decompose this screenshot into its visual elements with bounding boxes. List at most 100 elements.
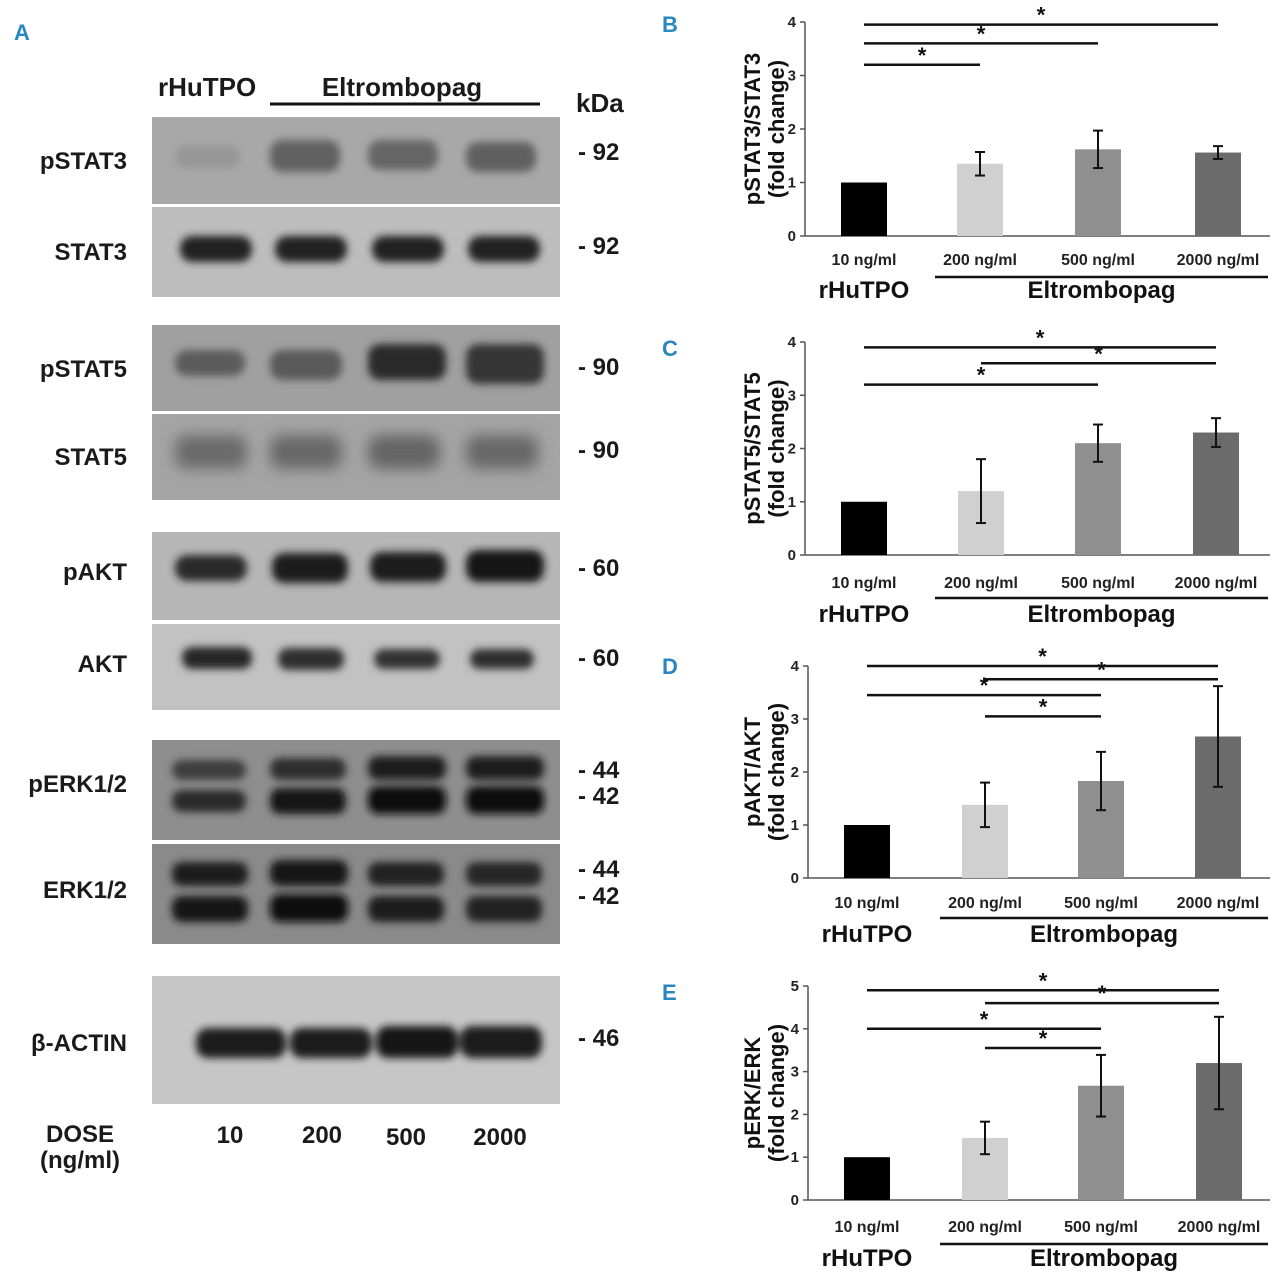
significance-star: *: [980, 1007, 989, 1032]
significance-star: *: [1039, 694, 1048, 719]
category-label: 2000 ng/ml: [1178, 1219, 1261, 1236]
group-label-eltrombopag: Eltrombopag: [1028, 601, 1176, 628]
y-tick-label: 0: [788, 228, 796, 245]
category-label: 10 ng/ml: [832, 252, 897, 269]
blot-strip-beta-actin: [152, 976, 560, 1104]
blot-kda-pstat3: - 92: [578, 139, 619, 166]
y-tick-label: 3: [791, 1064, 799, 1081]
panel-letter-c: C: [662, 336, 678, 361]
bar: [1193, 432, 1239, 555]
blot-row-label-akt: AKT: [78, 651, 128, 678]
y-tick-label: 5: [791, 978, 799, 995]
category-label: 500 ng/ml: [1061, 252, 1135, 269]
blot-row-label-perk12: pERK1/2: [28, 771, 127, 798]
blot-kda-pakt: - 60: [578, 555, 619, 582]
y-tick-label: 0: [791, 870, 799, 887]
y-axis-label: pAKT/AKT: [740, 716, 765, 827]
blot-row-label-stat3: STAT3: [55, 239, 127, 266]
category-label: 200 ng/ml: [943, 252, 1017, 269]
significance-star: *: [977, 21, 986, 46]
group-label-rhutpo: rHuTPO: [819, 601, 910, 628]
blot-kda-header: kDa: [576, 88, 624, 118]
y-tick-label: 1: [788, 175, 796, 192]
y-tick-label: 0: [791, 1192, 799, 1209]
y-tick-label: 4: [788, 334, 797, 351]
significance-star: *: [1036, 325, 1045, 350]
y-tick-label: 3: [788, 68, 796, 85]
blot-kda-perk12-42: - 42: [578, 783, 619, 810]
y-tick-label: 4: [788, 14, 797, 31]
significance-star: *: [918, 43, 927, 68]
y-tick-label: 2: [791, 764, 799, 781]
group-label-eltrombopag: Eltrombopag: [1030, 921, 1178, 948]
blot-kda-perk12-44: - 44: [578, 757, 620, 784]
blot-kda-stat3: - 92: [578, 233, 619, 260]
blot-row-label-stat5: STAT5: [55, 444, 127, 471]
y-axis-label: pSTAT3/STAT3: [740, 53, 765, 205]
chart-c-pstat5: 0 1 2 3 4 pSTAT5/STAT5 (fold change) 10 ng/ml 20…: [740, 325, 1270, 628]
blot-dose-10: 10: [217, 1122, 244, 1149]
blot-strip-stat3: [152, 207, 560, 297]
blot-strip-akt: [152, 624, 560, 710]
category-label: 10 ng/ml: [835, 895, 900, 912]
blot-strip-stat5: [152, 414, 560, 500]
y-axis-label-unit: (fold change): [764, 1024, 789, 1162]
blot-strip-perk12: [152, 740, 560, 840]
panel-a-western-blot: A rHuTPO Eltrombopag kDa: [14, 20, 624, 1174]
significance-star: *: [1037, 3, 1046, 28]
significance-star: *: [1038, 644, 1047, 669]
chart-d-pakt: 0 1 2 3 4 pAKT/AKT (fold change) 10 ng/ml 200 ng…: [740, 644, 1270, 948]
group-label-eltrombopag: Eltrombopag: [1030, 1245, 1178, 1272]
significance-star: *: [1039, 1026, 1048, 1051]
panel-letter-e: E: [662, 980, 677, 1005]
panel-letter-b: B: [662, 12, 678, 37]
category-label: 200 ng/ml: [944, 575, 1018, 592]
category-label: 2000 ng/ml: [1177, 895, 1260, 912]
y-tick-label: 1: [788, 494, 796, 511]
y-axis-label: pERK/ERK: [740, 1037, 765, 1150]
panel-letter-d: D: [662, 654, 678, 679]
panel-letter-a: A: [14, 20, 30, 45]
category-label: 500 ng/ml: [1064, 895, 1138, 912]
blot-dose-unit: (ng/ml): [40, 1147, 120, 1174]
blot-strip-pstat5: [152, 325, 560, 411]
y-axis-label-unit: (fold change): [764, 703, 789, 841]
blot-row-label-pstat3: pSTAT3: [40, 148, 127, 175]
bar: [841, 182, 887, 236]
category-label: 200 ng/ml: [948, 1219, 1022, 1236]
chart-e-perk: 0 1 2 3 4 5 pERK/ERK (fold change) 10 ng/ml 200 n…: [740, 968, 1270, 1272]
category-label: 500 ng/ml: [1061, 575, 1135, 592]
blot-dose-200: 200: [302, 1122, 342, 1149]
significance-star: *: [1039, 968, 1048, 993]
blot-strip-pakt: [152, 532, 560, 620]
group-label-rhutpo: rHuTPO: [822, 1245, 913, 1272]
y-tick-label: 2: [791, 1106, 799, 1123]
blot-header-rhutpo: rHuTPO: [158, 72, 256, 102]
category-label: 200 ng/ml: [948, 895, 1022, 912]
y-tick-label: 1: [791, 1149, 799, 1166]
blot-row-label-beta-actin: β-ACTIN: [31, 1030, 127, 1057]
category-label: 10 ng/ml: [832, 575, 897, 592]
blot-row-label-pstat5: pSTAT5: [40, 356, 127, 383]
significance-star: *: [1094, 341, 1103, 366]
group-label-eltrombopag: Eltrombopag: [1028, 277, 1176, 304]
bar: [844, 825, 890, 878]
blot-kda-erk12-44: - 44: [578, 856, 620, 883]
blot-row-label-pakt: pAKT: [63, 559, 127, 586]
y-axis-label-unit: (fold change): [764, 379, 789, 517]
blot-dose-2000: 2000: [473, 1124, 526, 1151]
blot-dose-500: 500: [386, 1124, 426, 1151]
group-label-rhutpo: rHuTPO: [822, 921, 913, 948]
chart-b-pstat3: 0 1 2 3 4 pSTAT3/STAT3 (fold change) 10 ng/ml 20…: [740, 3, 1270, 304]
significance-star: *: [980, 673, 989, 698]
blot-kda-erk12-42: - 42: [578, 883, 619, 910]
blot-kda-stat5: - 90: [578, 437, 619, 464]
y-axis-label-unit: (fold change): [764, 60, 789, 198]
blot-strip-erk12: [152, 844, 560, 944]
blot-strip-pstat3: [152, 117, 560, 204]
significance-star: *: [977, 363, 986, 388]
y-tick-label: 4: [791, 1021, 800, 1038]
category-label: 2000 ng/ml: [1175, 575, 1258, 592]
y-axis-label: pSTAT5/STAT5: [740, 372, 765, 524]
